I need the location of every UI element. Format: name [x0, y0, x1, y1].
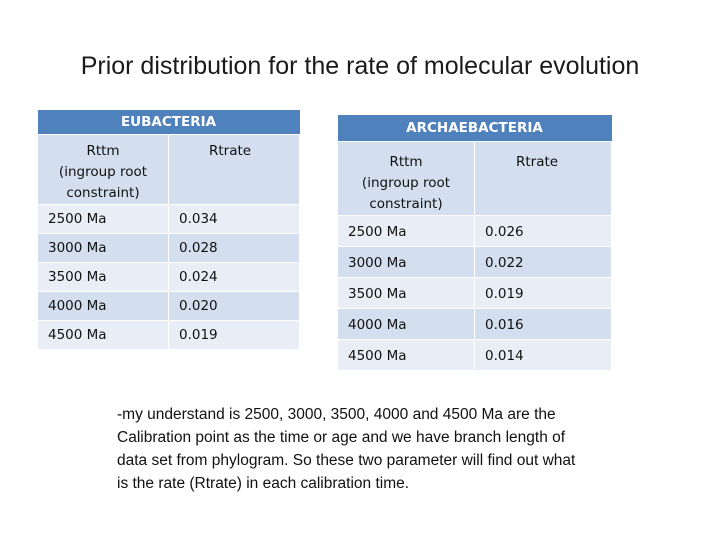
table-row: 4000 Ma 0.016	[337, 308, 613, 340]
table-row: 2500 Ma 0.034	[37, 204, 301, 234]
table-row: 3000 Ma 0.028	[37, 233, 301, 263]
explanation-note: -my understand is 2500, 3000, 3500, 4000…	[117, 406, 576, 492]
table-row: 2500 Ma 0.026	[337, 215, 613, 247]
rttm-cell: 3000 Ma	[37, 233, 169, 263]
table-row: 3500 Ma 0.019	[337, 277, 613, 309]
rtrate-cell: 0.019	[473, 277, 613, 309]
rtrate-cell: 0.016	[473, 308, 613, 340]
archaebacteria-col-rtrate-header: Rtrate	[473, 141, 613, 216]
archaebacteria-col-rttm-header: Rttm (ingroup root constraint)	[337, 141, 475, 216]
archaebacteria-table: ARCHAEBACTERIA Rttm (ingroup root constr…	[337, 115, 613, 371]
rttm-cell: 4000 Ma	[337, 308, 475, 340]
eubacteria-table: EUBACTERIA Rttm (ingroup root constraint…	[37, 110, 301, 350]
rttm-cell: 3500 Ma	[337, 277, 475, 309]
table-row: 3500 Ma 0.024	[37, 262, 301, 292]
rtrate-cell: 0.028	[167, 233, 301, 263]
rttm-cell: 4500 Ma	[337, 339, 475, 371]
archaebacteria-heading: ARCHAEBACTERIA	[337, 115, 612, 142]
eubacteria-col-rttm-header: Rttm (ingroup root constraint)	[37, 134, 169, 205]
table-row: 4500 Ma 0.014	[337, 339, 613, 371]
rtrate-cell: 0.026	[473, 215, 613, 247]
rttm-cell: 3000 Ma	[337, 246, 475, 278]
rtrate-cell: 0.022	[473, 246, 613, 278]
table-row: 4500 Ma 0.019	[37, 320, 301, 350]
slide-title: Prior distribution for the rate of molec…	[80, 52, 640, 80]
rtrate-cell: 0.020	[167, 291, 301, 321]
rtrate-cell: 0.014	[473, 339, 613, 371]
rtrate-cell: 0.034	[167, 204, 301, 234]
table-row: 4000 Ma 0.020	[37, 291, 301, 321]
eubacteria-col-rtrate-header: Rtrate	[167, 134, 301, 205]
rtrate-cell: 0.024	[167, 262, 301, 292]
rttm-cell: 4000 Ma	[37, 291, 169, 321]
rttm-cell: 2500 Ma	[37, 204, 169, 234]
eubacteria-heading: EUBACTERIA	[37, 110, 300, 135]
rtrate-cell: 0.019	[167, 320, 301, 350]
rttm-cell: 4500 Ma	[37, 320, 169, 350]
rttm-cell: 2500 Ma	[337, 215, 475, 247]
table-row: 3000 Ma 0.022	[337, 246, 613, 278]
rttm-cell: 3500 Ma	[37, 262, 169, 292]
